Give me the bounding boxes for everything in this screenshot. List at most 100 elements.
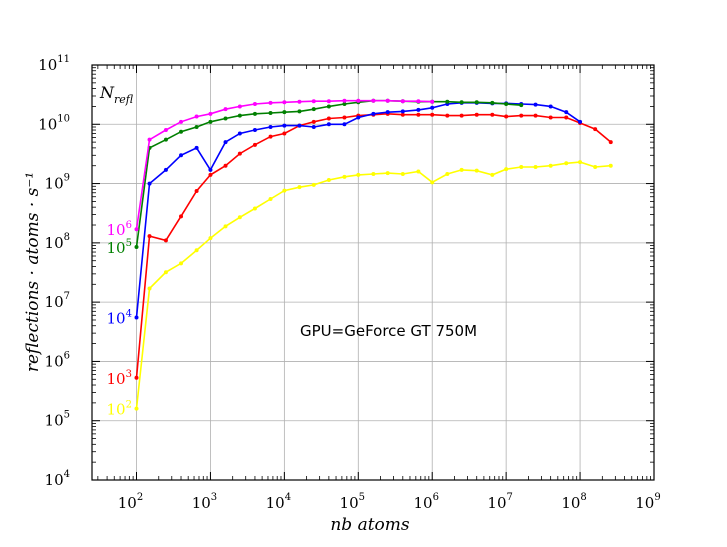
y-tick-base: 10: [45, 352, 64, 370]
data-point: [311, 107, 316, 112]
data-point: [326, 99, 331, 104]
series-label-base: 10: [107, 370, 126, 388]
series-label: 105: [107, 238, 132, 257]
data-point: [533, 102, 538, 107]
data-point: [326, 122, 331, 127]
data-point: [342, 174, 347, 179]
x-tick-base: 10: [487, 494, 506, 512]
legend-title: Nrefl: [99, 83, 134, 106]
y-tick-exponent: 9: [64, 173, 70, 184]
x-tick-label: 106: [413, 492, 438, 512]
data-point: [194, 248, 199, 253]
data-point: [564, 115, 569, 120]
data-point: [163, 270, 168, 275]
data-point: [533, 113, 538, 118]
data-point: [385, 110, 390, 115]
gpu-annotation: GPU=GeForce GT 750M: [300, 322, 477, 340]
data-point: [147, 137, 152, 142]
y-tick-exponent: 5: [64, 410, 70, 421]
data-point: [268, 124, 273, 129]
x-tick-label: 104: [266, 492, 291, 512]
data-point: [548, 104, 553, 109]
data-point: [416, 112, 421, 117]
data-point: [445, 99, 450, 104]
data-point: [237, 131, 242, 136]
data-point: [208, 119, 213, 124]
x-tick-base: 10: [118, 494, 137, 512]
data-point: [608, 140, 613, 145]
data-point: [194, 188, 199, 193]
series-label: 103: [107, 369, 132, 388]
data-point: [163, 128, 168, 133]
data-point: [223, 140, 228, 145]
y-tick-base: 10: [38, 115, 57, 133]
x-tick-base: 10: [266, 494, 285, 512]
data-point: [179, 129, 184, 134]
data-point: [459, 100, 464, 105]
data-point: [490, 112, 495, 117]
data-point: [490, 172, 495, 177]
data-point: [519, 113, 524, 118]
data-point: [311, 99, 316, 104]
data-point: [237, 113, 242, 118]
data-point: [223, 224, 228, 229]
data-point: [223, 163, 228, 168]
series-label: 102: [107, 400, 132, 419]
x-tick-exponent: 5: [359, 492, 365, 503]
data-point: [356, 115, 361, 120]
y-axis-label: reflections · atoms · s⁻¹: [23, 172, 43, 372]
y-tick-label: 107: [45, 291, 70, 311]
x-tick-base: 10: [561, 494, 580, 512]
data-point: [533, 165, 538, 170]
x-tick-exponent: 9: [654, 492, 660, 503]
data-point: [564, 161, 569, 166]
data-point: [385, 98, 390, 103]
data-point: [179, 261, 184, 266]
data-point: [268, 134, 273, 139]
data-point: [593, 127, 598, 132]
data-point: [147, 181, 152, 186]
tick-labels: 102 103 104 105 106 107 108 1091041051061071081…: [38, 54, 661, 512]
data-point: [134, 315, 139, 320]
data-point: [342, 98, 347, 103]
data-point: [445, 113, 450, 118]
series-3: [134, 98, 524, 250]
x-tick-exponent: 7: [507, 492, 513, 503]
y-tick-base: 10: [45, 293, 64, 311]
data-point: [326, 116, 331, 121]
data-point: [297, 123, 302, 128]
data-point: [548, 115, 553, 120]
data-point: [400, 172, 405, 177]
data-point: [430, 112, 435, 117]
series-label-exponent: 6: [126, 220, 132, 231]
data-point: [208, 172, 213, 177]
data-point: [578, 119, 583, 124]
data-point: [474, 168, 479, 173]
data-point: [311, 124, 316, 129]
data-point: [179, 153, 184, 158]
data-point: [194, 124, 199, 129]
x-axis-label: nb atoms: [330, 515, 410, 535]
data-point: [252, 111, 257, 116]
data-point: [147, 234, 152, 239]
data-point: [400, 112, 405, 117]
series-label-exponent: 2: [126, 400, 132, 411]
legend-title-subscript: refl: [114, 93, 134, 106]
y-tick-base: 10: [45, 412, 64, 430]
data-point: [608, 163, 613, 168]
data-point: [578, 160, 583, 165]
x-tick-label: 108: [561, 492, 586, 512]
plot-frame: [91, 64, 655, 481]
x-tick-label: 107: [487, 492, 512, 512]
data-point: [326, 104, 331, 109]
data-point: [593, 165, 598, 170]
y-tick-label: 1010: [38, 113, 70, 133]
data-point: [400, 99, 405, 104]
y-tick-label: 109: [45, 173, 70, 193]
data-point: [311, 119, 316, 124]
y-tick-label: 105: [45, 410, 70, 430]
y-tick-base: 10: [45, 234, 64, 252]
y-tick-exponent: 4: [64, 469, 70, 480]
data-point: [474, 112, 479, 117]
